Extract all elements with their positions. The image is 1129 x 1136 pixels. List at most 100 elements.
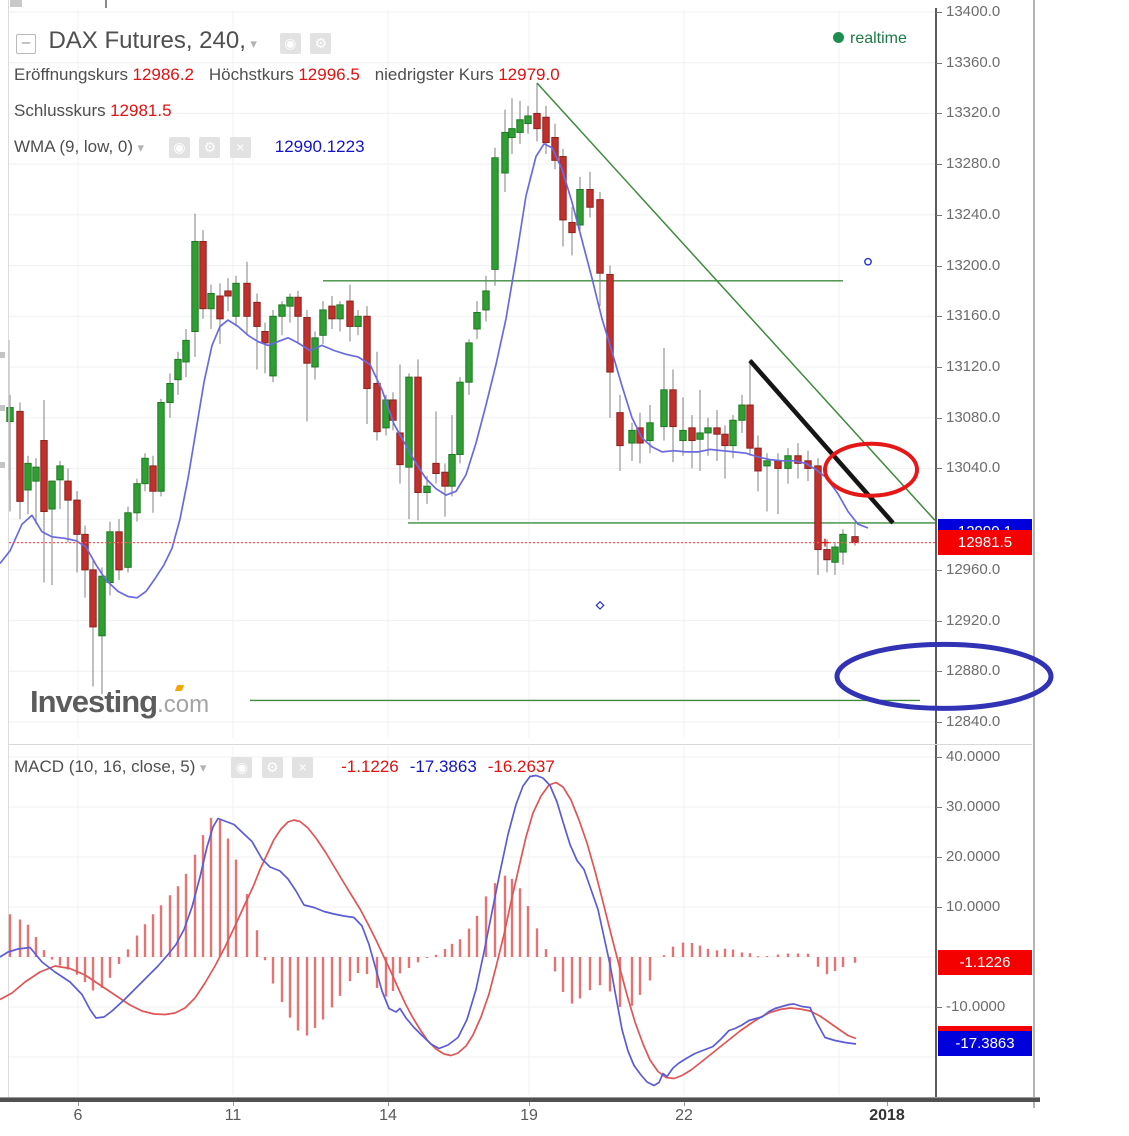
candle-up[interactable]: [207, 292, 215, 310]
gear-icon[interactable]: ⚙: [310, 33, 332, 54]
candle-down[interactable]: [115, 531, 123, 571]
candle-down[interactable]: [149, 465, 157, 492]
time-tick-label[interactable]: 22: [675, 1107, 693, 1124]
candle-down[interactable]: [346, 300, 354, 327]
time-tick-label[interactable]: 11: [224, 1107, 242, 1124]
candle-up[interactable]: [286, 296, 294, 307]
time-tick-label[interactable]: 14: [379, 1107, 397, 1124]
candle-up[interactable]: [166, 382, 174, 404]
candle-down[interactable]: [89, 569, 97, 628]
wma-label[interactable]: WMA (9, low, 0): [14, 137, 134, 156]
candle-up[interactable]: [660, 389, 668, 428]
candle-down[interactable]: [303, 317, 311, 364]
candle-down[interactable]: [64, 480, 72, 501]
macd-tick-label[interactable]: 20.0000: [946, 848, 1001, 865]
candle-up[interactable]: [839, 533, 847, 553]
eye-icon[interactable]: ◉: [231, 757, 253, 778]
candle-down[interactable]: [414, 376, 422, 494]
candle-down[interactable]: [243, 282, 251, 317]
candle-up[interactable]: [524, 115, 532, 125]
candle-down[interactable]: [713, 427, 721, 435]
candle-down[interactable]: [40, 440, 48, 513]
candle-up[interactable]: [482, 290, 490, 311]
candle-down[interactable]: [81, 533, 89, 571]
candle-up[interactable]: [516, 119, 524, 133]
candle-up[interactable]: [174, 358, 182, 381]
candle-up[interactable]: [423, 485, 431, 494]
candle-down[interactable]: [396, 432, 404, 466]
macd-tick-label[interactable]: 30.0000: [946, 798, 1001, 815]
price-tick-label[interactable]: 13240.0: [946, 206, 1001, 223]
price-tick-label[interactable]: 13320.0: [946, 104, 1001, 121]
candle-down[interactable]: [432, 462, 440, 475]
candle-down[interactable]: [199, 240, 207, 310]
candle-up[interactable]: [98, 575, 106, 637]
chevron-down-icon[interactable]: ▾: [199, 760, 207, 775]
candle-down[interactable]: [559, 156, 567, 221]
candle-down[interactable]: [814, 465, 822, 551]
candle-down[interactable]: [216, 295, 224, 320]
candle-down[interactable]: [73, 499, 81, 535]
collapse-pane-icon[interactable]: –: [16, 33, 36, 54]
candle-up[interactable]: [456, 381, 464, 455]
candle-up[interactable]: [269, 315, 277, 377]
candle-up[interactable]: [336, 304, 344, 320]
candle-up[interactable]: [311, 337, 319, 368]
candle-up[interactable]: [508, 128, 516, 139]
candle-up[interactable]: [48, 480, 56, 510]
candle-up[interactable]: [679, 429, 687, 442]
price-tick-label[interactable]: 13360.0: [946, 54, 1001, 71]
panel-separator[interactable]: [8, 744, 1032, 745]
time-tick-label[interactable]: 19: [520, 1107, 538, 1124]
candle-up[interactable]: [738, 404, 746, 421]
candle-down[interactable]: [851, 536, 859, 544]
candle-down[interactable]: [373, 382, 381, 433]
candle-down[interactable]: [261, 331, 269, 344]
candle-down[interactable]: [568, 221, 576, 234]
candle-down[interactable]: [754, 447, 762, 472]
candle-down[interactable]: [586, 189, 594, 208]
candle-down[interactable]: [389, 399, 397, 421]
candle-up[interactable]: [704, 427, 712, 434]
gear-icon[interactable]: ⚙: [199, 137, 221, 158]
price-tick-label[interactable]: 13120.0: [946, 358, 1001, 375]
chevron-down-icon[interactable]: ▾: [250, 36, 257, 51]
candle-down[interactable]: [224, 290, 232, 297]
price-tick-label[interactable]: 12960.0: [946, 561, 1001, 578]
black-trendline[interactable]: [748, 359, 895, 525]
candle-up[interactable]: [405, 376, 413, 468]
candle-up[interactable]: [696, 432, 704, 440]
time-tick-label[interactable]: 6: [73, 1107, 83, 1124]
candle-down[interactable]: [688, 427, 696, 442]
candle-down[interactable]: [533, 112, 541, 130]
candle-up[interactable]: [157, 402, 165, 492]
candle-up[interactable]: [491, 157, 499, 270]
candle-down[interactable]: [16, 410, 24, 502]
candle-up[interactable]: [32, 466, 40, 482]
candle-up[interactable]: [763, 460, 771, 467]
gear-icon[interactable]: ⚙: [261, 757, 283, 778]
candle-down[interactable]: [294, 296, 302, 317]
green-trendline[interactable]: [536, 82, 936, 521]
candle-down[interactable]: [823, 549, 831, 561]
close-icon[interactable]: ×: [229, 137, 251, 158]
chevron-down-icon[interactable]: ▾: [137, 140, 145, 155]
eye-icon[interactable]: ◉: [279, 33, 301, 54]
price-tick-label[interactable]: 12880.0: [946, 662, 1001, 679]
candle-down[interactable]: [253, 301, 261, 327]
macd-label[interactable]: MACD (10, 16, close, 5): [14, 757, 196, 776]
candle-down[interactable]: [774, 460, 782, 469]
candle-up[interactable]: [465, 342, 473, 383]
candle-up[interactable]: [501, 131, 509, 174]
price-axis-line[interactable]: [935, 8, 937, 1102]
candle-up[interactable]: [278, 304, 286, 317]
candle-down[interactable]: [804, 460, 812, 469]
eye-icon[interactable]: ◉: [168, 137, 190, 158]
candle-down[interactable]: [746, 404, 754, 449]
candle-up[interactable]: [56, 465, 64, 481]
candle-up[interactable]: [646, 422, 654, 442]
candle-down[interactable]: [606, 273, 614, 373]
candle-up[interactable]: [182, 339, 190, 363]
candle-up[interactable]: [729, 419, 737, 447]
price-tick-label[interactable]: 12840.0: [946, 713, 1001, 730]
